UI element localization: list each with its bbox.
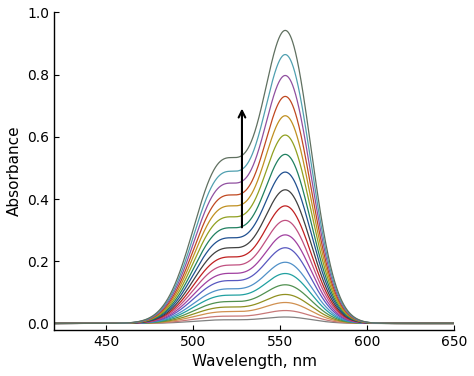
X-axis label: Wavelength, nm: Wavelength, nm (191, 354, 317, 369)
Y-axis label: Absorbance: Absorbance (7, 126, 22, 216)
